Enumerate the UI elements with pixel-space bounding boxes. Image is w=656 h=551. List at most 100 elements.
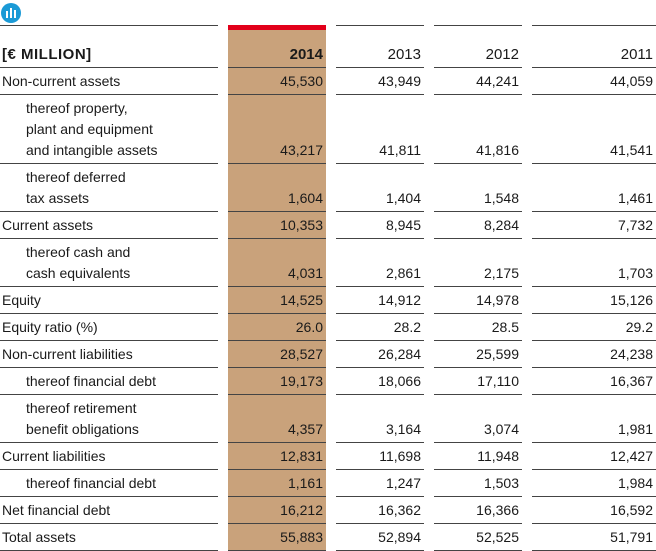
table-row: thereof retirement benefit obligations 4,3… [0,395,656,443]
value-cell: 44,059 [532,68,656,95]
unit-label: [€ MILLION] [0,25,218,68]
year-header: 2012 [434,25,522,68]
value-cell: 26.0 [228,314,326,341]
row-label: Net financial debt [0,497,218,524]
balance-table: [€ MILLION] 2014 2013 2012 2011 Non-current… [0,25,656,551]
row-label: thereof cash and cash equivalents [0,239,218,287]
table-row: thereof deferred tax assets 1,604 1,404 1,54… [0,164,656,212]
value-cell: 1,247 [336,470,424,497]
value-cell: 19,173 [228,368,326,395]
value-cell: 14,978 [434,287,522,314]
value-cell: 45,530 [228,68,326,95]
value-cell: 14,525 [228,287,326,314]
value-cell: 18,066 [336,368,424,395]
value-cell: 41,816 [434,95,522,164]
value-cell: 1,984 [532,470,656,497]
value-cell: 7,732 [532,212,656,239]
value-cell: 1,604 [228,164,326,212]
value-cell: 3,074 [434,395,522,443]
value-cell: 26,284 [336,341,424,368]
value-cell: 43,949 [336,68,424,95]
value-cell: 1,703 [532,239,656,287]
value-cell: 16,592 [532,497,656,524]
label-line: thereof cash and [26,244,131,260]
value-cell: 16,362 [336,497,424,524]
row-label: Total assets [0,524,218,551]
label-line: Non-current assets [2,73,121,89]
label-line: Non-current liabilities [2,346,133,362]
label-line: Equity ratio (%) [2,319,98,335]
label-line: cash equivalents [26,265,131,281]
value-cell: 52,894 [336,524,424,551]
value-cell: 43,217 [228,95,326,164]
table-row: thereof property, plant and equipment and … [0,95,656,164]
table-row: Equity ratio (%) 26.0 28.2 28.5 29.2 [0,314,656,341]
label-line: Net financial debt [2,502,111,518]
label-line: Current liabilities [2,448,106,464]
value-cell: 28.2 [336,314,424,341]
table-row: Net financial debt 16,212 16,362 16,366 16,5… [0,497,656,524]
value-cell: 25,599 [434,341,522,368]
value-cell: 15,126 [532,287,656,314]
value-cell: 12,831 [228,443,326,470]
value-cell: 11,698 [336,443,424,470]
row-label: Current assets [0,212,218,239]
label-line: thereof property, [26,100,128,116]
value-cell: 4,031 [228,239,326,287]
row-label: thereof financial debt [0,470,218,497]
row-label: Equity ratio (%) [0,314,218,341]
row-label: thereof financial debt [0,368,218,395]
row-label: thereof deferred tax assets [0,164,218,212]
value-cell: 41,541 [532,95,656,164]
value-cell: 1,404 [336,164,424,212]
value-cell: 1,461 [532,164,656,212]
value-cell: 14,912 [336,287,424,314]
chart-icon [1,3,21,23]
value-cell: 28,527 [228,341,326,368]
row-label: Equity [0,287,218,314]
value-cell: 1,161 [228,470,326,497]
label-line: Current assets [2,217,94,233]
value-cell: 16,366 [434,497,522,524]
value-cell: 2,175 [434,239,522,287]
table-row: Total assets 55,883 52,894 52,525 51,791 [0,524,656,551]
value-cell: 29.2 [532,314,656,341]
value-cell: 12,427 [532,443,656,470]
value-cell: 3,164 [336,395,424,443]
row-label: Current liabilities [0,443,218,470]
label-line: tax assets [26,190,90,206]
value-cell: 16,212 [228,497,326,524]
label-line: thereof financial debt [26,373,156,389]
row-label: Non-current liabilities [0,341,218,368]
value-cell: 8,945 [336,212,424,239]
year-header: 2011 [532,25,656,68]
table-row: Non-current assets 45,530 43,949 44,241 44,0… [0,68,656,95]
year-header: 2014 [228,25,326,68]
row-label: thereof property, plant and equipment and … [0,95,218,164]
value-cell: 10,353 [228,212,326,239]
value-cell: 1,548 [434,164,522,212]
label-line: thereof deferred [26,169,126,185]
table-row: Current liabilities 12,831 11,698 11,948 12,… [0,443,656,470]
value-cell: 41,811 [336,95,424,164]
value-cell: 1,981 [532,395,656,443]
label-line: thereof financial debt [26,475,156,491]
header-row: [€ MILLION] 2014 2013 2012 2011 [0,25,656,68]
value-cell: 4,357 [228,395,326,443]
year-header: 2013 [336,25,424,68]
value-cell: 2,861 [336,239,424,287]
table-row: Current assets 10,353 8,945 8,284 7,732 [0,212,656,239]
label-line: and intangible assets [26,142,158,158]
row-label: thereof retirement benefit obligations [0,395,218,443]
label-line: benefit obligations [26,421,139,437]
value-cell: 16,367 [532,368,656,395]
value-cell: 8,284 [434,212,522,239]
value-cell: 44,241 [434,68,522,95]
value-cell: 11,948 [434,443,522,470]
label-line: Total assets [2,529,76,545]
table-row: thereof financial debt 1,161 1,247 1,503 1,9… [0,470,656,497]
value-cell: 55,883 [228,524,326,551]
value-cell: 52,525 [434,524,522,551]
value-cell: 1,503 [434,470,522,497]
